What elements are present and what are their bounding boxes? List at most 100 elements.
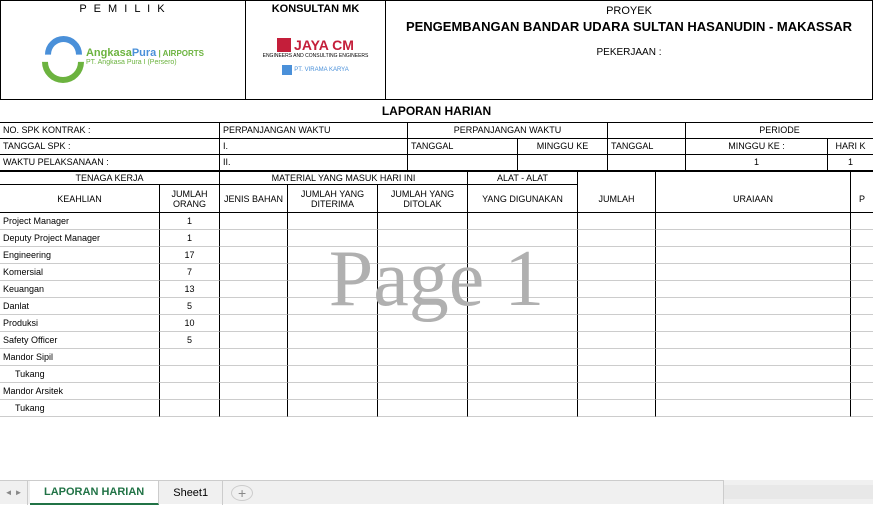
main-table: TENAGA KERJA MATERIAL YANG MASUK HARI IN… [0, 171, 873, 417]
cell-yang-digunakan [468, 400, 578, 417]
horizontal-scrollbar[interactable] [723, 480, 873, 504]
cell-keahlian: Mandor Arsitek [0, 383, 160, 400]
cell-jumlah-diterima [288, 366, 378, 383]
info-val-1: 1 [686, 155, 828, 170]
cell-keahlian: Project Manager [0, 213, 160, 230]
cell-uraian [656, 400, 851, 417]
table-body: Project Manager1Deputy Project Manager1E… [0, 213, 873, 417]
cell-p [851, 383, 873, 400]
cell-keahlian: Engineering [0, 247, 160, 264]
cell-jumlah-diterima [288, 213, 378, 230]
cell-yang-digunakan [468, 332, 578, 349]
cell-keahlian: Produksi [0, 315, 160, 332]
tab-laporan-harian[interactable]: LAPORAN HARIAN [30, 481, 159, 505]
arrow-right-icon: ► [15, 488, 23, 497]
cell-jumlah-diterima [288, 315, 378, 332]
th-alat: ALAT - ALAT [468, 172, 578, 185]
cell-yang-digunakan [468, 264, 578, 281]
cell-p [851, 315, 873, 332]
cell-keahlian: Komersial [0, 264, 160, 281]
cell-jumlah-orang: 17 [160, 247, 220, 264]
th-jumlah-orang: JUMLAH ORANG [160, 185, 220, 213]
consultant-cell: KONSULTAN MK JAYA CM ENGINEERS AND CONSU… [246, 1, 386, 99]
cell-yang-digunakan [468, 349, 578, 366]
cell-jumlah [578, 281, 656, 298]
tab-nav-arrows[interactable]: ◄ ► [0, 481, 28, 505]
owner-label: P E M I L I K [79, 3, 166, 15]
cell-uraian [656, 213, 851, 230]
owner-cell: P E M I L I K AngkasaPura | AIRPORTS PT.… [1, 1, 246, 99]
cell-p [851, 230, 873, 247]
cell-jumlah-diterima [288, 400, 378, 417]
cell-jenis-bahan [220, 281, 288, 298]
cell-jumlah [578, 247, 656, 264]
cell-jenis-bahan [220, 366, 288, 383]
th-jenis-bahan: JENIS BAHAN [220, 185, 288, 213]
add-sheet-button[interactable]: + [231, 485, 253, 501]
cell-yang-digunakan [468, 315, 578, 332]
cell-uraian [656, 315, 851, 332]
cell-yang-digunakan [468, 298, 578, 315]
cell-p [851, 349, 873, 366]
jaya-icon [277, 38, 291, 52]
cell-uraian [656, 230, 851, 247]
th-jumlah-ditolak: JUMLAH YANG DITOLAK [378, 185, 468, 213]
cell-keahlian: Tukang [0, 366, 160, 383]
cell-jenis-bahan [220, 383, 288, 400]
info-row-3: WAKTU PELAKSANAAN : II. 1 1 [0, 154, 873, 171]
cell-jenis-bahan [220, 332, 288, 349]
th-jumlah: JUMLAH [578, 185, 656, 213]
cell-jenis-bahan [220, 247, 288, 264]
table-row[interactable]: Keuangan13 [0, 281, 873, 298]
cell-jumlah-ditolak [378, 315, 468, 332]
cell-jumlah [578, 383, 656, 400]
cell-jumlah-ditolak [378, 383, 468, 400]
sheet-tabs: ◄ ► LAPORAN HARIAN Sheet1 + [0, 480, 873, 504]
info-minggu-1: MINGGU KE [518, 139, 608, 154]
cell-jumlah [578, 332, 656, 349]
cell-jumlah-orang [160, 349, 220, 366]
consultant-label: KONSULTAN MK [272, 3, 360, 15]
cell-jumlah-ditolak [378, 264, 468, 281]
cell-p [851, 366, 873, 383]
owner-logo-area: AngkasaPura | AIRPORTS PT. Angkasa Pura … [3, 15, 243, 97]
info-row-2: TANGGAL SPK : I. TANGGAL MINGGU KE TANGG… [0, 138, 873, 154]
cell-uraian [656, 281, 851, 298]
cell-yang-digunakan [468, 213, 578, 230]
cell-uraian [656, 383, 851, 400]
cell-jumlah-diterima [288, 332, 378, 349]
table-row[interactable]: Safety Officer5 [0, 332, 873, 349]
cell-jumlah-ditolak [378, 213, 468, 230]
info-roman-2: II. [220, 155, 408, 170]
table-row[interactable]: Project Manager1 [0, 213, 873, 230]
cell-jumlah [578, 349, 656, 366]
table-row[interactable]: Komersial7 [0, 264, 873, 281]
project-label: PROYEK [396, 5, 862, 17]
cell-jumlah-diterima [288, 230, 378, 247]
cell-jumlah-orang: 1 [160, 230, 220, 247]
cell-uraian [656, 264, 851, 281]
table-row[interactable]: Produksi10 [0, 315, 873, 332]
th-jumlah-diterima: JUMLAH YANG DITERIMA [288, 185, 378, 213]
cell-jumlah-diterima [288, 298, 378, 315]
table-row[interactable]: Danlat5 [0, 298, 873, 315]
cell-jumlah-orang: 10 [160, 315, 220, 332]
table-row[interactable]: Mandor Sipil [0, 349, 873, 366]
arrow-left-icon: ◄ [5, 488, 13, 497]
cell-jumlah-ditolak [378, 349, 468, 366]
angkasapura-text: AngkasaPura | AIRPORTS PT. Angkasa Pura … [86, 47, 204, 66]
table-row[interactable]: Mandor Arsitek [0, 383, 873, 400]
cell-uraian [656, 366, 851, 383]
cell-keahlian: Tukang [0, 400, 160, 417]
info-hari: HARI K [828, 139, 873, 154]
cell-uraian [656, 349, 851, 366]
table-row[interactable]: Deputy Project Manager1 [0, 230, 873, 247]
table-row[interactable]: Engineering17 [0, 247, 873, 264]
jaya-logo: JAYA CM ENGINEERS AND CONSULTING ENGINEE… [263, 37, 369, 59]
cell-keahlian: Safety Officer [0, 332, 160, 349]
cell-p [851, 213, 873, 230]
table-row[interactable]: Tukang [0, 366, 873, 383]
table-row[interactable]: Tukang [0, 400, 873, 417]
cell-yang-digunakan [468, 281, 578, 298]
tab-sheet1[interactable]: Sheet1 [159, 481, 223, 505]
